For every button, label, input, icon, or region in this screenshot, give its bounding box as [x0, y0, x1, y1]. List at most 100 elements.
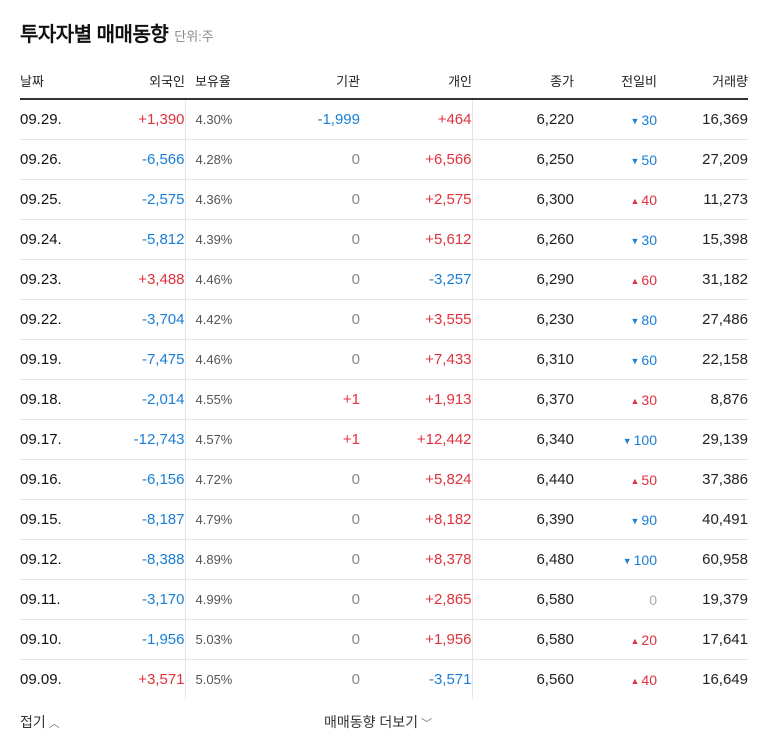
- change-value: 20: [641, 631, 657, 648]
- cell-institution: 0: [295, 139, 360, 180]
- table-row: 09.23. +3,488 4.46% 0 -3,257 6,290 ▲ 60 31,182: [20, 259, 748, 300]
- cell-close: 6,440: [472, 459, 574, 500]
- cell-date: 09.23.: [20, 259, 70, 300]
- cell-date: 09.11.: [20, 579, 70, 620]
- fold-button[interactable]: 접기 ︿: [20, 712, 60, 732]
- cell-holding: 4.28%: [185, 139, 295, 180]
- more-label: 매매동향 더보기: [324, 714, 419, 730]
- cell-close: 6,220: [472, 99, 574, 140]
- change-value: 40: [641, 671, 657, 688]
- cell-volume: 17,641: [657, 619, 748, 660]
- cell-volume: 19,379: [657, 579, 748, 620]
- cell-date: 09.19.: [20, 339, 70, 380]
- cell-change: ▼ 30: [574, 99, 657, 140]
- cell-volume: 16,649: [702, 671, 748, 688]
- table-row: 09.16. -6,156 4.72% 0 +5,824 6,440 ▲ 50 37,386: [20, 459, 748, 500]
- cell-foreign: +1,390: [70, 99, 186, 140]
- cell-close: 6,290: [472, 259, 574, 300]
- cell-volume: 16,369: [657, 99, 748, 140]
- col-volume: 거래량: [657, 62, 748, 100]
- cell-individual: -3,257: [360, 259, 473, 300]
- cell-foreign: -3,704: [70, 299, 186, 340]
- cell-individual: -3,571: [360, 659, 473, 699]
- cell-date: 09.24.: [20, 219, 70, 260]
- col-holding: 보유율: [185, 62, 295, 100]
- cell-change: ▲ 40: [574, 660, 658, 700]
- cell-volume: 11,273: [657, 179, 748, 220]
- chevron-down-icon: ﹀: [421, 718, 433, 730]
- cell-change: ▲ 20: [574, 619, 657, 660]
- triangle-up-icon: ▲: [630, 635, 640, 646]
- page-title: 투자자별 매매동향: [20, 24, 169, 46]
- cell-holding: 5.05%: [195, 672, 233, 687]
- change-value: 60: [641, 271, 657, 288]
- triangle-up-icon: ▲: [630, 275, 640, 286]
- cell-individual: +1,913: [360, 379, 473, 420]
- table-row: 09.18. -2,014 4.55% +1 +1,913 6,370 ▲ 30 8,876: [20, 379, 748, 420]
- cell-close: 6,230: [472, 299, 574, 340]
- table-row: 09.25. -2,575 4.36% 0 +2,575 6,300 ▲ 40 11,273: [20, 179, 748, 220]
- triangle-down-icon: ▼: [630, 515, 640, 526]
- cell-date: 09.12.: [20, 539, 70, 580]
- cell-individual: +464: [360, 99, 473, 140]
- cell-holding: 4.57%: [185, 419, 295, 460]
- cell-close: 6,300: [472, 179, 574, 220]
- cell-change: 0: [574, 579, 657, 620]
- cell-individual: +1,956: [360, 619, 473, 660]
- cell-close: 6,340: [472, 419, 574, 460]
- cell-institution: +1: [295, 379, 360, 420]
- change-value: 30: [641, 111, 657, 128]
- cell-individual: +5,824: [360, 459, 473, 500]
- cell-close: 6,310: [472, 339, 574, 380]
- cell-change: ▼ 90: [574, 499, 657, 540]
- change-value: 100: [633, 431, 657, 448]
- triangle-down-icon: ▼: [630, 155, 640, 166]
- cell-holding: 4.36%: [185, 179, 295, 220]
- cell-change: ▲ 50: [574, 459, 657, 500]
- cell-foreign: -3,170: [70, 579, 186, 620]
- table-row: 09.09. +3,571 5.05% 0 -3,571 6,560 ▲ 40 16,649: [20, 659, 748, 700]
- cell-close: 6,260: [472, 219, 574, 260]
- cell-foreign: -5,812: [70, 219, 186, 260]
- cell-individual: +2,575: [360, 179, 473, 220]
- table-row: 09.10. -1,956 5.03% 0 +1,956 6,580 ▲ 20 17,641: [20, 619, 748, 660]
- cell-change: ▼ 80: [574, 299, 657, 340]
- cell-institution: 0: [295, 459, 360, 500]
- cell-holding: 4.42%: [185, 299, 295, 340]
- col-date: 날짜: [20, 62, 70, 100]
- cell-individual: +3,555: [360, 299, 473, 340]
- change-value: 80: [641, 311, 657, 328]
- cell-institution: 0: [295, 619, 360, 660]
- cell-institution: 0: [295, 259, 360, 300]
- cell-holding: 4.39%: [185, 219, 295, 260]
- cell-close: 6,480: [472, 539, 574, 580]
- cell-foreign: -6,156: [70, 459, 186, 500]
- unit-label: 단위:주: [174, 29, 214, 44]
- table-row: 09.24. -5,812 4.39% 0 +5,612 6,260 ▼ 30 15,398: [20, 219, 748, 260]
- cell-change: ▼ 100: [574, 539, 657, 580]
- triangle-up-icon: ▲: [630, 475, 640, 486]
- cell-date: 09.22.: [20, 299, 70, 340]
- cell-institution: 0: [295, 219, 360, 260]
- table-row: 09.22. -3,704 4.42% 0 +3,555 6,230 ▼ 80 27,486: [20, 299, 748, 340]
- cell-institution: -1,999: [295, 99, 360, 140]
- cell-holding: 4.89%: [185, 539, 295, 580]
- fold-label: 접기: [20, 714, 46, 730]
- triangle-up-icon: ▲: [630, 395, 640, 406]
- table-header: 날짜 외국인 보유율 기관 개인 종가 전일비 거래량: [20, 62, 748, 100]
- col-close: 종가: [472, 62, 574, 100]
- cell-foreign: -7,475: [70, 339, 186, 380]
- cell-close: 6,250: [472, 139, 574, 180]
- cell-individual: +7,433: [360, 339, 473, 380]
- cell-holding: 4.46%: [185, 259, 295, 300]
- more-trading-link[interactable]: 매매동향 더보기 ﹀: [324, 712, 432, 732]
- cell-individual: +8,182: [360, 499, 473, 540]
- cell-institution: +1: [295, 419, 360, 460]
- cell-close: 6,560: [536, 671, 574, 688]
- cell-change: ▲ 40: [574, 179, 657, 220]
- cell-institution: 0: [295, 539, 360, 580]
- triangle-down-icon: ▼: [630, 115, 640, 126]
- cell-individual: +12,442: [360, 419, 473, 460]
- cell-institution: 0: [295, 179, 360, 220]
- cell-change: ▼ 50: [574, 139, 657, 180]
